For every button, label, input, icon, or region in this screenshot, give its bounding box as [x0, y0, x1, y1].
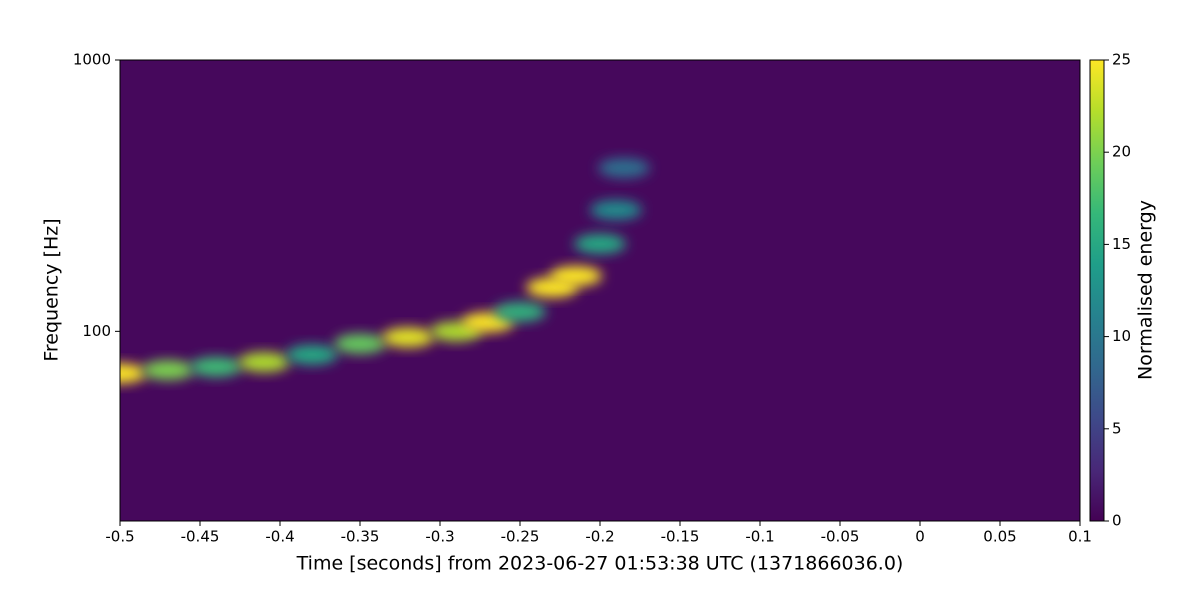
x-tick-label: -0.3 — [425, 528, 454, 546]
y-tick-label: 1000 — [73, 51, 111, 69]
x-tick-label: 0.1 — [1068, 528, 1092, 546]
x-tick-label: 0.05 — [983, 528, 1016, 546]
colorbar-label: Normalised energy — [1135, 200, 1157, 380]
x-tick-label: -0.5 — [105, 528, 134, 546]
x-axis-label: Time [seconds] from 2023-06-27 01:53:38 … — [296, 553, 904, 575]
x-tick-label: 0 — [915, 528, 925, 546]
colorbar-tick-label: 25 — [1112, 51, 1131, 69]
energy-blob — [598, 157, 650, 178]
x-tick-label: -0.05 — [821, 528, 860, 546]
colorbar-tick-label: 10 — [1112, 327, 1131, 345]
colorbar-tick-label: 15 — [1112, 235, 1131, 253]
y-tick-label: 100 — [82, 322, 111, 340]
energy-blob — [238, 352, 290, 373]
energy-blob — [286, 344, 338, 365]
colorbar-tick-label: 20 — [1112, 143, 1131, 161]
energy-blob — [334, 333, 386, 354]
energy-blob — [382, 327, 434, 348]
plot-background — [120, 60, 1080, 521]
energy-blob — [120, 363, 146, 384]
x-tick-label: -0.2 — [585, 528, 614, 546]
colorbar-tick-label: 5 — [1112, 419, 1122, 437]
x-tick-label: -0.45 — [181, 528, 220, 546]
energy-blob — [190, 356, 242, 377]
energy-blob — [142, 360, 194, 381]
y-axis-label: Frequency [Hz] — [41, 218, 63, 361]
energy-blob — [574, 233, 626, 254]
x-tick-label: -0.4 — [265, 528, 294, 546]
colorbar-tick-label: 0 — [1112, 512, 1122, 530]
energy-blob — [590, 200, 642, 221]
spectrogram-marks — [120, 157, 650, 384]
x-tick-label: -0.25 — [501, 528, 540, 546]
x-tick-label: -0.15 — [661, 528, 700, 546]
energy-blob — [550, 265, 602, 286]
colorbar — [1089, 59, 1105, 522]
x-tick-label: -0.1 — [745, 528, 774, 546]
energy-blob — [494, 301, 546, 322]
x-tick-label: -0.35 — [341, 528, 380, 546]
